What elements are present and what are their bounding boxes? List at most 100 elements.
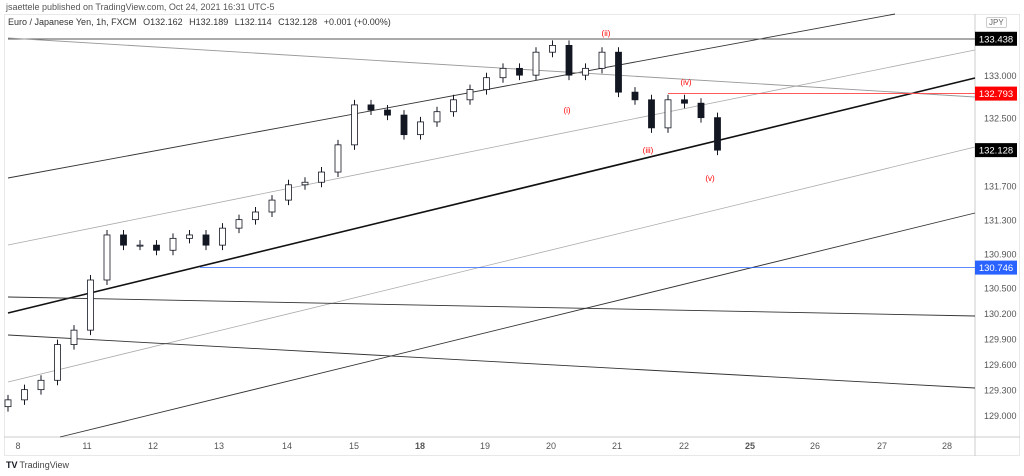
candle-body [21,389,28,401]
y-tick-label: 132.500 [984,114,1017,124]
y-tick-label: 130.200 [984,309,1017,319]
candle-body [664,99,672,129]
candle-body [120,234,127,246]
candle-body [37,379,45,391]
ohlc-change: +0.001 (+0.00%) [323,17,391,27]
trend-line [7,334,976,389]
x-tick-label: 22 [679,441,689,451]
candle [136,240,144,251]
candle [318,167,325,188]
price-label-box [975,86,1017,101]
publisher-info: jsaettele published on TradingView.com, … [6,2,275,12]
candle [153,240,160,256]
price-label-box [975,31,1017,46]
candle [697,98,705,123]
x-tick-label: 14 [282,441,292,451]
candle-body [483,77,490,90]
candle-body [318,171,325,183]
footer-brand: TV TradingView [6,460,69,470]
candle-body [697,102,705,119]
price-label: 130.746 [979,263,1013,274]
x-tick-label: 13 [214,441,224,451]
candle [532,47,540,81]
candle-body [169,237,177,251]
candle-body [87,279,94,331]
candle [631,87,639,105]
candle-body [565,45,573,76]
candle [202,229,210,251]
price-label: 132.793 [979,89,1013,100]
candle-body [367,104,375,111]
x-tick-label: 27 [877,441,887,451]
candle [433,106,441,127]
candle [417,116,424,140]
candle-body [4,399,12,408]
candle [664,94,672,133]
ohlc-open: O132.162 [143,17,183,27]
candle-body [466,89,474,101]
y-tick-label: 131.300 [984,216,1017,226]
candle-body [714,117,721,151]
currency-button[interactable]: JPY [986,17,1007,28]
candle [70,325,78,350]
candle-body [54,344,61,381]
y-tick-label: 129.600 [984,360,1017,370]
candle-body [202,234,210,246]
candle [516,63,523,81]
candle [235,214,243,234]
candle [219,223,226,251]
candle-body [400,114,408,136]
candle [285,179,292,206]
candle-body [615,51,622,93]
y-tick-label: 129.000 [984,411,1017,421]
candle-body [103,234,111,281]
candle [4,394,12,412]
candle-body [252,211,259,221]
candle [598,47,606,74]
ohlc-close: C132.128 [278,17,318,27]
candle [120,229,127,251]
candle [582,63,589,81]
tradingview-logo: TV [6,460,18,470]
candle [565,40,573,81]
candle-body [219,227,226,246]
candle [384,105,391,121]
candle-body [450,99,457,113]
y-tick-label: 131.700 [984,182,1017,192]
ohlc-low: L132.114 [234,17,272,27]
x-tick-label: 8 [15,441,20,451]
candle [103,229,111,285]
candle [549,40,556,58]
trend-line [7,13,896,179]
candle-body [153,244,160,251]
symbol-name[interactable]: Euro / Japanese Yen, 1h, FXCM [8,17,137,27]
candle-body [499,67,507,79]
candle [483,72,490,95]
trend-line [7,146,976,383]
candle [37,375,45,395]
candle [169,233,177,256]
candle [367,99,375,115]
candle-body [582,67,589,76]
candle-body [334,144,342,173]
y-tick-label: 129.300 [984,386,1017,396]
trend-line [59,212,976,438]
x-tick-label: 12 [148,441,158,451]
candle-body [351,104,358,146]
candle-body [136,244,144,247]
trend-line [7,49,976,246]
candle [681,94,688,109]
candle [21,384,28,405]
candle-body [516,67,523,76]
brand-name: TradingView [19,460,70,470]
wave-label: (i) [563,106,570,115]
candle [186,229,193,244]
x-tick-label: 18 [415,441,425,451]
wave-label: (v) [705,174,715,183]
x-tick-label: 21 [612,441,622,451]
candle [301,177,309,190]
wave-label: (ii) [602,29,611,38]
candle [268,195,276,217]
candle-body [285,184,292,201]
